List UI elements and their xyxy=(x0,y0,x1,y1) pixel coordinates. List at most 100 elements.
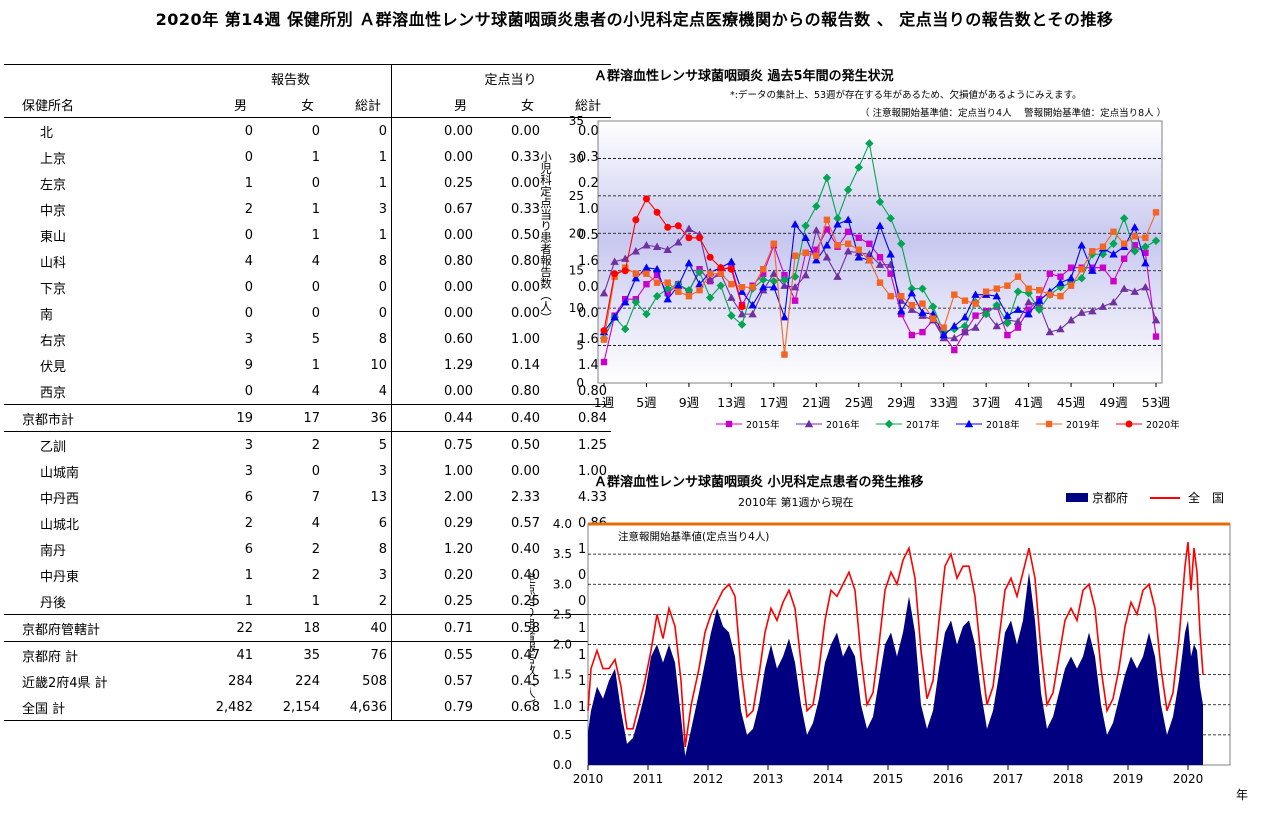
data-point xyxy=(653,208,661,216)
data-point xyxy=(759,282,768,291)
cell-per-male: 0.25 xyxy=(444,593,473,609)
data-point xyxy=(1142,234,1149,241)
table-row: 左京 1 0 1 0.25 0.00 0.25 xyxy=(4,170,611,196)
data-point xyxy=(1099,243,1107,250)
data-point xyxy=(780,281,789,289)
data-point xyxy=(843,215,853,224)
x-axis-label: 年 xyxy=(1236,788,1248,802)
data-point xyxy=(621,297,630,306)
data-point xyxy=(780,312,789,321)
cell-per-male: 0.67 xyxy=(444,201,473,217)
cell-per-male: 0.00 xyxy=(444,149,473,165)
data-point xyxy=(918,308,927,316)
kyoto-area xyxy=(588,572,1203,765)
cell-female: 2,154 xyxy=(257,694,324,721)
cell-total: 8 xyxy=(324,248,392,274)
data-point xyxy=(907,305,917,313)
cell-female: 0 xyxy=(311,123,320,139)
data-point xyxy=(875,260,885,268)
cell-male: 3 xyxy=(244,331,253,347)
data-point xyxy=(653,279,661,286)
data-point xyxy=(737,287,747,295)
data-point xyxy=(674,222,682,230)
cell-per-male: 0.44 xyxy=(410,404,477,432)
row-name: 乙訓 xyxy=(4,431,190,458)
cell-per-female: 2.33 xyxy=(511,489,540,505)
data-point xyxy=(769,276,779,286)
data-point xyxy=(696,234,704,242)
cell-per-male: 0.71 xyxy=(410,614,477,642)
row-name: 右京 xyxy=(40,333,67,349)
y-tick-label: 3.5 xyxy=(553,547,572,561)
y-tick-label: 30 xyxy=(569,151,584,165)
data-point xyxy=(919,328,926,336)
cell-per-male: 0.20 xyxy=(444,567,473,583)
legend-marker xyxy=(1045,420,1053,428)
data-point xyxy=(908,331,916,339)
row-name: 京都市計 xyxy=(4,404,190,432)
data-point xyxy=(960,312,970,321)
y-tick-label: 35 xyxy=(569,114,584,128)
cell-per-female: 0.40 xyxy=(511,541,540,557)
cell-male: 41 xyxy=(190,641,257,668)
data-point xyxy=(1151,236,1161,245)
y-tick-label: 0.5 xyxy=(553,728,572,742)
data-point xyxy=(1120,255,1128,262)
y-tick-label: 25 xyxy=(569,189,584,203)
header-female: 女 xyxy=(257,91,324,118)
data-point xyxy=(652,265,662,273)
row-name: 南 xyxy=(40,307,54,323)
data-point xyxy=(706,270,714,277)
data-point xyxy=(652,242,662,250)
cell-female: 17 xyxy=(257,404,324,432)
chart1-note: *:データの集計上、53週が存在する年があるため、欠損値があるようにみえます。 xyxy=(730,89,1082,101)
data-point xyxy=(1067,282,1075,289)
cell-per-male: 0.00 xyxy=(444,383,473,399)
cell-male: 2 xyxy=(244,201,253,217)
x-tick-label: 2010 xyxy=(573,772,604,786)
cell-per-female: 0.68 xyxy=(477,694,544,721)
data-point xyxy=(866,240,873,247)
data-point xyxy=(632,216,640,224)
data-point xyxy=(748,300,757,309)
data-point xyxy=(621,267,629,275)
data-point xyxy=(822,173,832,183)
cell-female: 0 xyxy=(311,463,320,479)
series-2020年 xyxy=(600,195,746,335)
row-name: 山城南 xyxy=(40,465,80,481)
row-name: 中丹西 xyxy=(40,491,80,507)
cell-per-total: 0.84 xyxy=(544,404,611,432)
table-row: 西京 0 4 4 0.00 0.80 0.80 xyxy=(4,378,611,405)
data-point xyxy=(1130,223,1139,231)
row-name: 京都府 計 xyxy=(4,641,190,668)
data-point xyxy=(1013,287,1023,296)
cell-per-male: 0.60 xyxy=(444,331,473,347)
data-point xyxy=(929,315,937,322)
row-name: 伏見 xyxy=(40,359,67,375)
row-name: 上京 xyxy=(40,151,67,167)
data-point xyxy=(1110,277,1117,285)
data-point xyxy=(1151,315,1161,324)
cell-male: 6 xyxy=(244,489,253,505)
report-table: 報告数 定点当り 保健所名 男 女 総計 男 女 総計 北 0 0 0 0.00 0.00… xyxy=(4,64,611,721)
data-point xyxy=(1131,233,1138,240)
x-tick-label: 25週 xyxy=(845,395,874,410)
data-point xyxy=(897,306,906,315)
cell-female: 0 xyxy=(311,305,320,321)
data-point xyxy=(599,288,609,297)
cell-female: 1 xyxy=(311,227,320,243)
x-tick-label: 53週 xyxy=(1142,395,1171,410)
x-tick-label: 17週 xyxy=(760,395,789,410)
data-point xyxy=(875,197,885,207)
cell-per-female: 0.40 xyxy=(477,404,544,432)
data-point xyxy=(971,290,980,298)
data-point xyxy=(875,221,885,229)
data-point xyxy=(801,271,810,279)
table-row: 南 0 0 0 0.00 0.00 0.00 xyxy=(4,300,611,326)
data-point xyxy=(898,292,905,300)
x-tick-label: 45週 xyxy=(1057,395,1086,410)
cell-total: 3 xyxy=(324,196,392,222)
